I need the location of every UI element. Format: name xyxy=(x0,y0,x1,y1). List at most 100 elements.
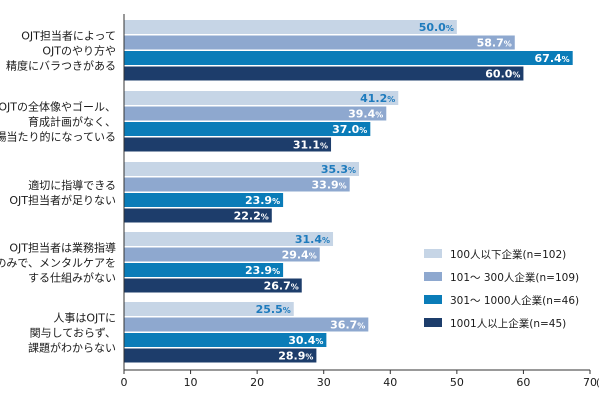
data-label-suffix: % xyxy=(309,252,317,261)
x-tick-label: 40 xyxy=(383,376,397,389)
data-label-suffix: % xyxy=(359,126,367,135)
x-tick-label: 50 xyxy=(450,376,464,389)
data-label-value: 37.0 xyxy=(332,123,359,136)
category-label-line: OJT担当者が足りない xyxy=(9,193,116,207)
data-label-1-1: 39.4% xyxy=(348,108,383,121)
x-tick-label: 60 xyxy=(516,376,530,389)
data-label-value: 23.9 xyxy=(245,194,272,207)
data-label-suffix: % xyxy=(339,182,347,191)
bar-4-1 xyxy=(124,317,369,332)
data-label-suffix: % xyxy=(283,306,291,315)
data-label-suffix: % xyxy=(272,267,280,276)
data-label-3-1: 29.4% xyxy=(282,249,317,262)
data-label-1-2: 37.0% xyxy=(332,123,367,136)
data-label-value: 28.9 xyxy=(278,350,305,363)
bar-3-2 xyxy=(124,263,284,277)
data-label-2-1: 33.9% xyxy=(312,179,347,192)
category-label-line: 人事はOJTに xyxy=(53,311,116,324)
data-label-2-0: 35.3% xyxy=(321,163,356,176)
category-label-line: する仕組みがない xyxy=(28,270,116,284)
data-label-value: 29.4 xyxy=(282,249,309,262)
category-label-2: 適切に指導できる OJT担当者が足りない xyxy=(9,178,116,207)
legend-label-3: 1001人以上企業(n=45) xyxy=(450,317,566,330)
data-label-suffix: % xyxy=(272,197,280,206)
data-label-value: 36.7 xyxy=(330,319,357,332)
bar-3-1 xyxy=(124,247,320,262)
data-label-suffix: % xyxy=(446,24,454,33)
legend-label-0: 100人以下企業(n=102) xyxy=(450,248,566,261)
data-label-3-0: 31.4% xyxy=(295,233,330,246)
category-label-line: 関与しておらず、 xyxy=(30,326,116,339)
data-label-0-3: 60.0% xyxy=(485,68,520,81)
category-label-line: OJT担当者によって xyxy=(21,28,116,42)
bar-4-0 xyxy=(124,302,294,316)
data-label-suffix: % xyxy=(322,236,330,245)
bar-2-2 xyxy=(124,193,284,207)
data-label-suffix: % xyxy=(357,322,365,331)
bar-0-2 xyxy=(124,51,573,65)
bar-2-0 xyxy=(124,162,359,176)
data-label-3-3: 26.7% xyxy=(264,280,299,293)
data-label-4-3: 28.9% xyxy=(278,350,313,363)
data-label-0-2: 67.4% xyxy=(535,52,570,65)
data-label-value: 31.1 xyxy=(293,139,320,152)
bar-0-1 xyxy=(124,35,515,50)
category-label-1: OJTの全体像やゴール、育成計画がなく、場当たり的になっている xyxy=(0,99,116,143)
category-label-line: OJTのやり方や xyxy=(42,43,116,57)
category-label-4: 人事はOJTに関与しておらず、課題がわからない xyxy=(28,311,116,354)
bar-3-0 xyxy=(124,232,334,246)
category-labels: OJT担当者によって OJTのやり方や精度にバラつきがある OJTの全体像やゴール、… xyxy=(0,28,116,354)
bars-layer: 50.0%58.7%67.4%60.0%41.2%39.4%37.0%31.1%… xyxy=(124,20,573,363)
category-label-line: のみで、メンタルケアを xyxy=(0,256,116,269)
bar-2-1 xyxy=(124,177,350,192)
bar-1-2 xyxy=(124,122,371,136)
data-label-suffix: % xyxy=(291,283,299,292)
data-label-2-3: 22.2% xyxy=(234,210,269,223)
data-label-value: 33.9 xyxy=(312,179,339,192)
data-label-1-0: 41.2% xyxy=(360,92,395,105)
category-label-line: 育成計画がなく、 xyxy=(28,114,116,128)
data-label-suffix: % xyxy=(261,213,269,222)
data-label-value: 60.0 xyxy=(485,68,512,81)
bar-0-3 xyxy=(124,66,524,81)
x-tick-label: 10 xyxy=(184,376,198,389)
data-label-2-2: 23.9% xyxy=(245,194,280,207)
legend-swatch-0 xyxy=(424,249,442,258)
data-label-suffix: % xyxy=(315,337,323,346)
data-label-value: 35.3 xyxy=(321,163,348,176)
data-label-3-2: 23.9% xyxy=(245,264,280,277)
data-label-suffix: % xyxy=(512,71,520,80)
bar-4-2 xyxy=(124,333,327,347)
x-unit-label: (%) xyxy=(596,378,600,389)
data-label-value: 30.4 xyxy=(288,334,315,347)
bar-2-3 xyxy=(124,208,272,223)
data-label-suffix: % xyxy=(348,166,356,175)
category-label-line: 課題がわからない xyxy=(28,340,116,354)
data-label-suffix: % xyxy=(387,95,395,104)
bar-1-3 xyxy=(124,137,332,152)
data-label-suffix: % xyxy=(504,40,512,49)
data-label-value: 41.2 xyxy=(360,92,387,105)
legend-swatch-1 xyxy=(424,272,442,281)
legend: 100人以下企業(n=102) 101～ 300人企業(n=109) 301～ 10… xyxy=(424,248,579,330)
x-tick-label: 70 xyxy=(583,376,597,389)
category-label-line: OJT担当者は業務指導 xyxy=(9,240,116,254)
data-label-value: 23.9 xyxy=(245,264,272,277)
legend-label-2: 301～ 1000人企業(n=46) xyxy=(450,294,579,307)
legend-label-1: 101～ 300人企業(n=109) xyxy=(450,271,579,284)
bar-1-0 xyxy=(124,91,399,105)
bar-0-0 xyxy=(124,20,457,34)
data-label-4-2: 30.4% xyxy=(288,334,323,347)
data-label-value: 25.5 xyxy=(256,303,283,316)
category-label-line: 精度にバラつきがある xyxy=(6,58,116,72)
data-label-value: 26.7 xyxy=(264,280,291,293)
data-label-suffix: % xyxy=(320,142,328,151)
category-label-line: 場当たり的になっている xyxy=(0,129,116,143)
data-label-0-0: 50.0% xyxy=(419,21,454,34)
data-label-suffix: % xyxy=(305,353,313,362)
data-label-suffix: % xyxy=(562,55,570,64)
data-label-0-1: 58.7% xyxy=(477,37,512,50)
legend-swatch-3 xyxy=(424,318,442,327)
bar-1-1 xyxy=(124,106,387,121)
